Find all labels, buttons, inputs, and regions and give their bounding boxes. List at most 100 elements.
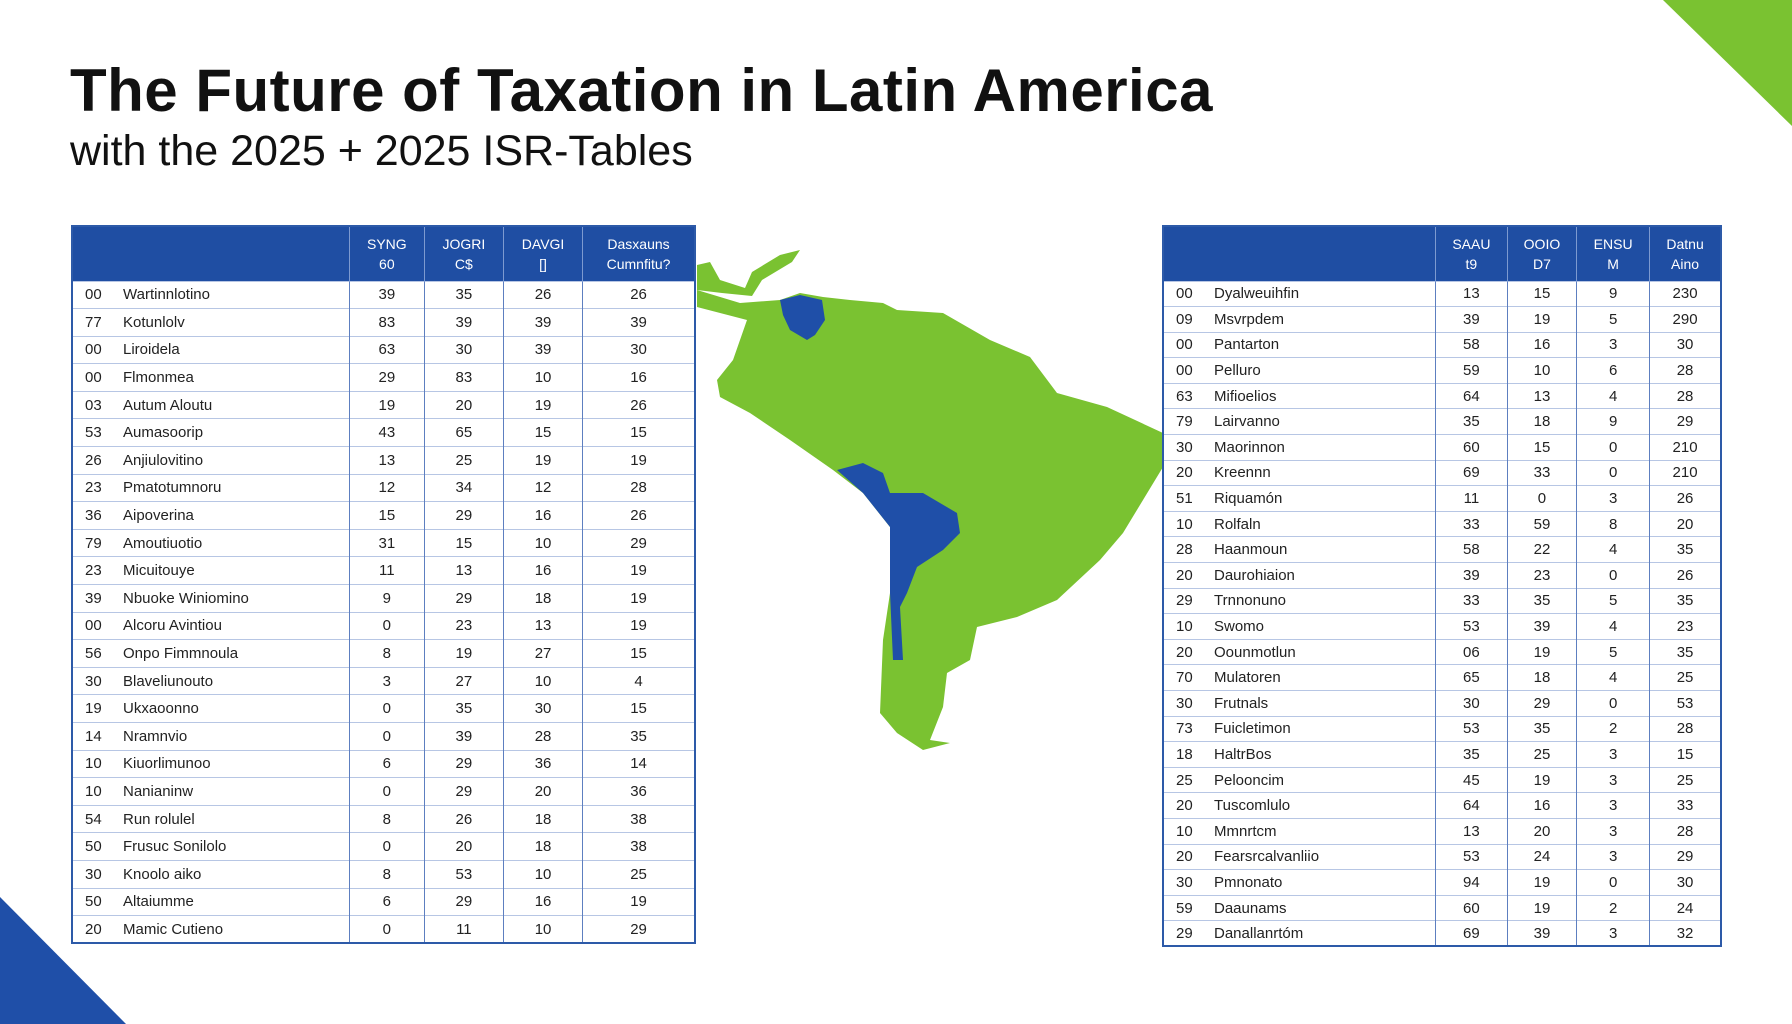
row-name: Autum Aloutu <box>117 390 350 419</box>
row-value: 30 <box>503 694 583 723</box>
row-name: Pantarton <box>1208 331 1436 358</box>
row-value: 19 <box>582 584 695 613</box>
row-code: 20 <box>1163 843 1208 870</box>
row-code: 20 <box>1163 638 1208 665</box>
row-value: 3 <box>1576 843 1650 870</box>
row-value: 29 <box>423 584 504 613</box>
column-header: OOIO D7 <box>1506 226 1577 281</box>
row-value: 18 <box>503 584 583 613</box>
row-name: Nanianinw <box>117 777 350 806</box>
table-row: 20 Kreennn 69 33 0 210 <box>1163 459 1721 486</box>
column-header-line: t9 <box>1465 255 1478 272</box>
row-value: 06 <box>1435 638 1508 665</box>
table-row: 30 Frutnals 30 29 0 53 <box>1163 690 1721 717</box>
row-value: 26 <box>1649 485 1721 512</box>
row-value: 13 <box>1435 817 1508 845</box>
row-name: Flmonmea <box>117 363 350 392</box>
row-code: 00 <box>1163 331 1208 358</box>
row-value: 4 <box>1576 382 1650 409</box>
row-name: Trnnonuno <box>1208 587 1436 614</box>
row-name: Mmnrtcm <box>1208 817 1436 845</box>
row-value: 25 <box>1649 766 1721 793</box>
row-name: Kiuorlimunoo <box>117 749 350 778</box>
table-row: 73 Fuicletimon 53 35 2 28 <box>1163 715 1721 742</box>
row-value: 26 <box>1649 562 1721 589</box>
map-highlight-venezuela <box>780 295 825 340</box>
row-name: Tuscomlulo <box>1208 792 1436 819</box>
row-name: Wartinnlotino <box>117 280 350 309</box>
row-value: 0 <box>1576 869 1650 896</box>
row-code: 30 <box>1163 869 1208 896</box>
row-value: 15 <box>1506 434 1577 461</box>
row-name: Run rolulel <box>117 804 350 833</box>
row-value: 19 <box>1506 766 1577 793</box>
column-header-line: [] <box>539 255 547 272</box>
row-code: 00 <box>1163 280 1208 307</box>
row-value: 19 <box>503 390 583 419</box>
column-header-line: Datnu <box>1666 235 1704 252</box>
row-value: 83 <box>423 363 504 392</box>
row-name: Frutnals <box>1208 690 1436 717</box>
table-row: 79 Amoutiuotio 31 15 10 29 <box>72 528 695 557</box>
table-row: 51 Riquamón 11 0 3 26 <box>1163 485 1721 512</box>
table-row: 29 Danallanrtóm 69 39 3 32 <box>1163 920 1721 947</box>
row-value: 13 <box>503 611 583 640</box>
row-code: 03 <box>72 390 117 419</box>
row-code: 20 <box>1163 562 1208 589</box>
column-header: Dasxauns Cumnfitu? <box>582 226 695 281</box>
column-header <box>72 226 350 281</box>
row-value: 10 <box>503 528 583 557</box>
row-name: Mifioelios <box>1208 382 1436 409</box>
row-name: Altaiumme <box>117 887 350 916</box>
row-value: 290 <box>1649 306 1721 333</box>
row-code: 50 <box>72 832 117 861</box>
row-value: 31 <box>349 528 425 557</box>
row-value: 230 <box>1649 280 1721 307</box>
table-row: 23 Pmatotumnoru 12 34 12 28 <box>72 473 695 502</box>
row-name: Micuitouye <box>117 556 350 585</box>
corner-accent-green <box>1663 0 1792 126</box>
row-name: Aumasoorip <box>117 418 350 447</box>
row-value: 8 <box>349 639 425 668</box>
column-header-line: 60 <box>379 255 395 272</box>
row-value: 25 <box>1506 741 1577 768</box>
table-row: 70 Mulatoren 65 18 4 25 <box>1163 664 1721 691</box>
row-value: 16 <box>503 556 583 585</box>
row-value: 35 <box>1506 715 1577 742</box>
row-value: 5 <box>1576 587 1650 614</box>
column-header-line: SAAU <box>1452 235 1491 252</box>
row-value: 0 <box>1576 434 1650 461</box>
row-name: Daurohiaion <box>1208 562 1436 589</box>
row-value: 30 <box>582 335 695 364</box>
table-row: 03 Autum Aloutu 19 20 19 26 <box>72 390 695 419</box>
row-name: Kotunlolv <box>117 308 350 337</box>
row-value: 39 <box>503 335 583 364</box>
row-name: Fearsrcalvanliio <box>1208 843 1436 870</box>
row-code: 23 <box>72 556 117 585</box>
row-code: 79 <box>72 528 117 557</box>
row-code: 56 <box>72 639 117 668</box>
row-value: 16 <box>503 501 583 530</box>
table-row: 00 Liroidela 63 30 39 30 <box>72 335 695 364</box>
row-value: 35 <box>582 722 695 751</box>
page-subtitle: with the 2025 + 2025 ISR-Tables <box>70 127 693 175</box>
row-value: 15 <box>582 694 695 723</box>
table-row: 10 Kiuorlimunoo 6 29 36 14 <box>72 749 695 778</box>
column-header-line: C$ <box>454 255 473 272</box>
row-value: 19 <box>1506 869 1577 896</box>
table-row: 25 Pelooncim 45 19 3 25 <box>1163 766 1721 793</box>
row-value: 53 <box>1435 843 1508 870</box>
row-value: 69 <box>1435 459 1508 486</box>
row-code: 00 <box>1163 357 1208 384</box>
row-value: 30 <box>1649 869 1721 896</box>
row-value: 14 <box>582 749 695 778</box>
row-name: Msvrpdem <box>1208 306 1436 333</box>
row-value: 58 <box>1435 331 1508 358</box>
row-value: 19 <box>349 390 425 419</box>
row-value: 58 <box>1435 536 1508 563</box>
row-value: 13 <box>1506 382 1577 409</box>
row-value: 29 <box>1649 843 1721 870</box>
row-value: 11 <box>1435 485 1508 512</box>
row-value: 0 <box>349 694 425 723</box>
row-value: 16 <box>1506 331 1577 358</box>
